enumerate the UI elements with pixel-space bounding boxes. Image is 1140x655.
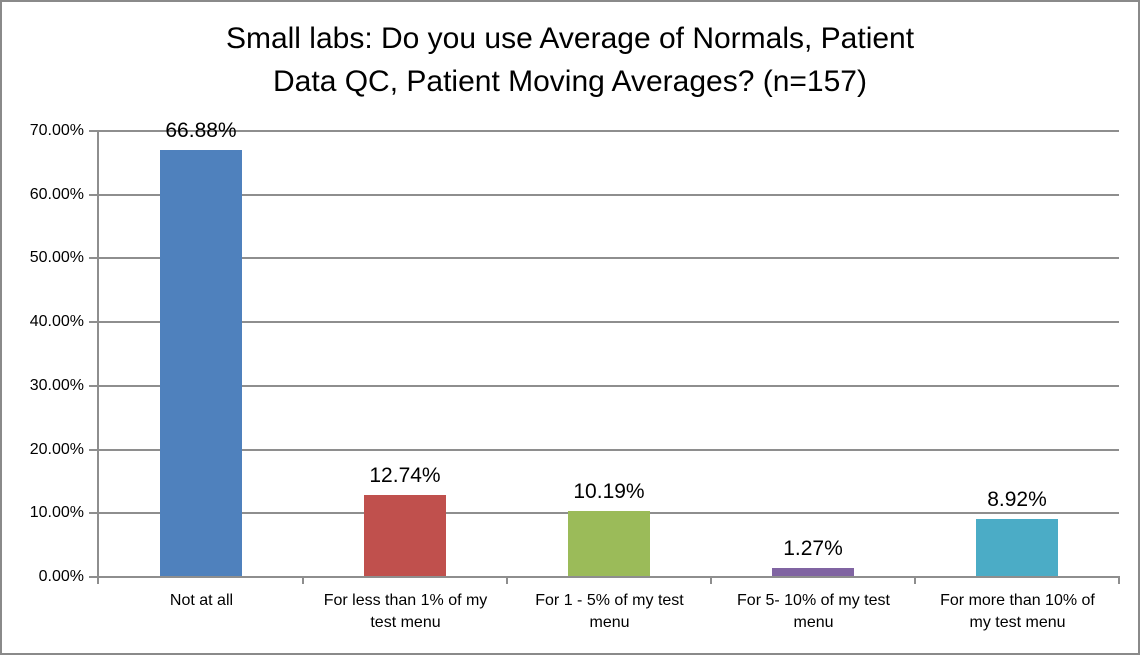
y-axis-tick [89, 194, 99, 196]
y-axis-tick-label: 70.00% [29, 122, 84, 139]
gridline [99, 130, 1119, 132]
y-axis-tick-label: 30.00% [29, 377, 84, 394]
x-category-label: For 5- 10% of my test menu [737, 592, 890, 631]
y-axis-line [97, 130, 99, 578]
gridline [99, 321, 1119, 323]
x-category-label: For 1 - 5% of my test menu [535, 592, 684, 631]
bar [772, 568, 854, 576]
y-axis-tick [89, 449, 99, 451]
bar-value-label: 12.74% [369, 464, 441, 487]
bar [976, 519, 1058, 576]
bar-value-label: 1.27% [783, 537, 843, 560]
bar-value-label: 8.92% [987, 488, 1047, 511]
y-axis-tick [89, 385, 99, 387]
x-axis-tick [506, 576, 508, 584]
y-axis-tick [89, 512, 99, 514]
bar [568, 511, 650, 576]
y-axis-tick [89, 130, 99, 132]
x-category-label: For less than 1% of my test menu [323, 592, 488, 631]
bar [364, 495, 446, 576]
chart-title: Small labs: Do you use Average of Normal… [2, 17, 1138, 103]
chart-title-line1: Small labs: Do you use Average of Normal… [225, 22, 915, 55]
y-axis-tick [89, 576, 99, 578]
y-axis-tick [89, 321, 99, 323]
y-axis-tick-label: 10.00% [29, 504, 84, 521]
x-category-label: Not at all [169, 592, 234, 609]
bar-value-label: 66.88% [165, 119, 237, 142]
x-category-label: For more than 10% of my test menu [940, 592, 1095, 631]
y-axis-tick-label: 0.00% [38, 568, 84, 585]
y-axis-tick [89, 257, 99, 259]
x-axis-line [97, 576, 1119, 578]
gridline [99, 194, 1119, 196]
y-axis-tick-label: 20.00% [29, 441, 84, 458]
x-axis-tick [710, 576, 712, 584]
y-axis-tick-label: 40.00% [29, 313, 84, 330]
plot-area: 66.88% 12.74% 10.19% 1.27% 8.92% [89, 119, 1120, 584]
gridline [99, 257, 1119, 259]
y-axis-tick-label: 50.00% [29, 249, 84, 266]
x-axis-tick [302, 576, 304, 584]
bar-value-label: 10.19% [573, 480, 645, 503]
x-axis-tick [97, 576, 99, 584]
y-axis-tick-label: 60.00% [29, 186, 84, 203]
x-axis-tick [1118, 576, 1120, 584]
chart-title-line2: Data QC, Patient Moving Averages? (n=157… [273, 65, 867, 98]
bar [160, 150, 242, 576]
x-axis-tick [914, 576, 916, 584]
gridline [99, 449, 1119, 451]
gridline [99, 385, 1119, 387]
